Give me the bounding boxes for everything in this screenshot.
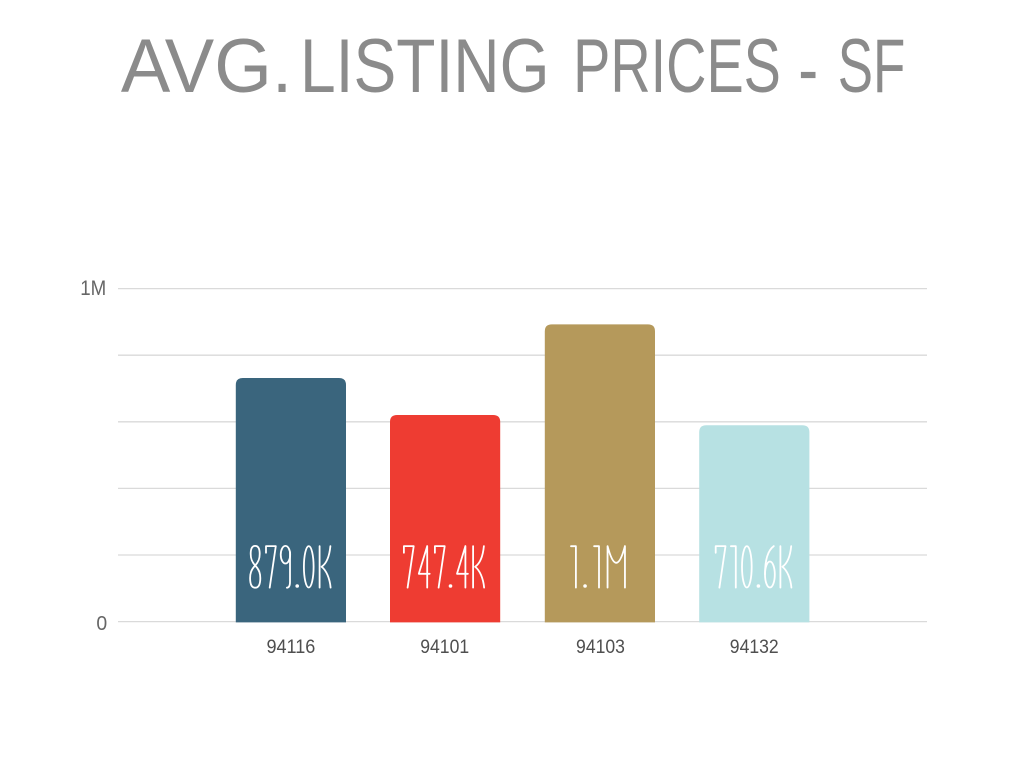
svg-text:94101: 94101: [420, 637, 469, 658]
svg-text:94132: 94132: [730, 637, 779, 658]
svg-text:0: 0: [96, 613, 107, 635]
svg-text:1M: 1M: [80, 276, 106, 300]
svg-text:94103: 94103: [576, 637, 625, 658]
svg-text:94116: 94116: [266, 637, 315, 658]
